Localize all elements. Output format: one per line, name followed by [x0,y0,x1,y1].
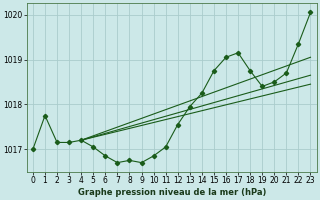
X-axis label: Graphe pression niveau de la mer (hPa): Graphe pression niveau de la mer (hPa) [77,188,266,197]
